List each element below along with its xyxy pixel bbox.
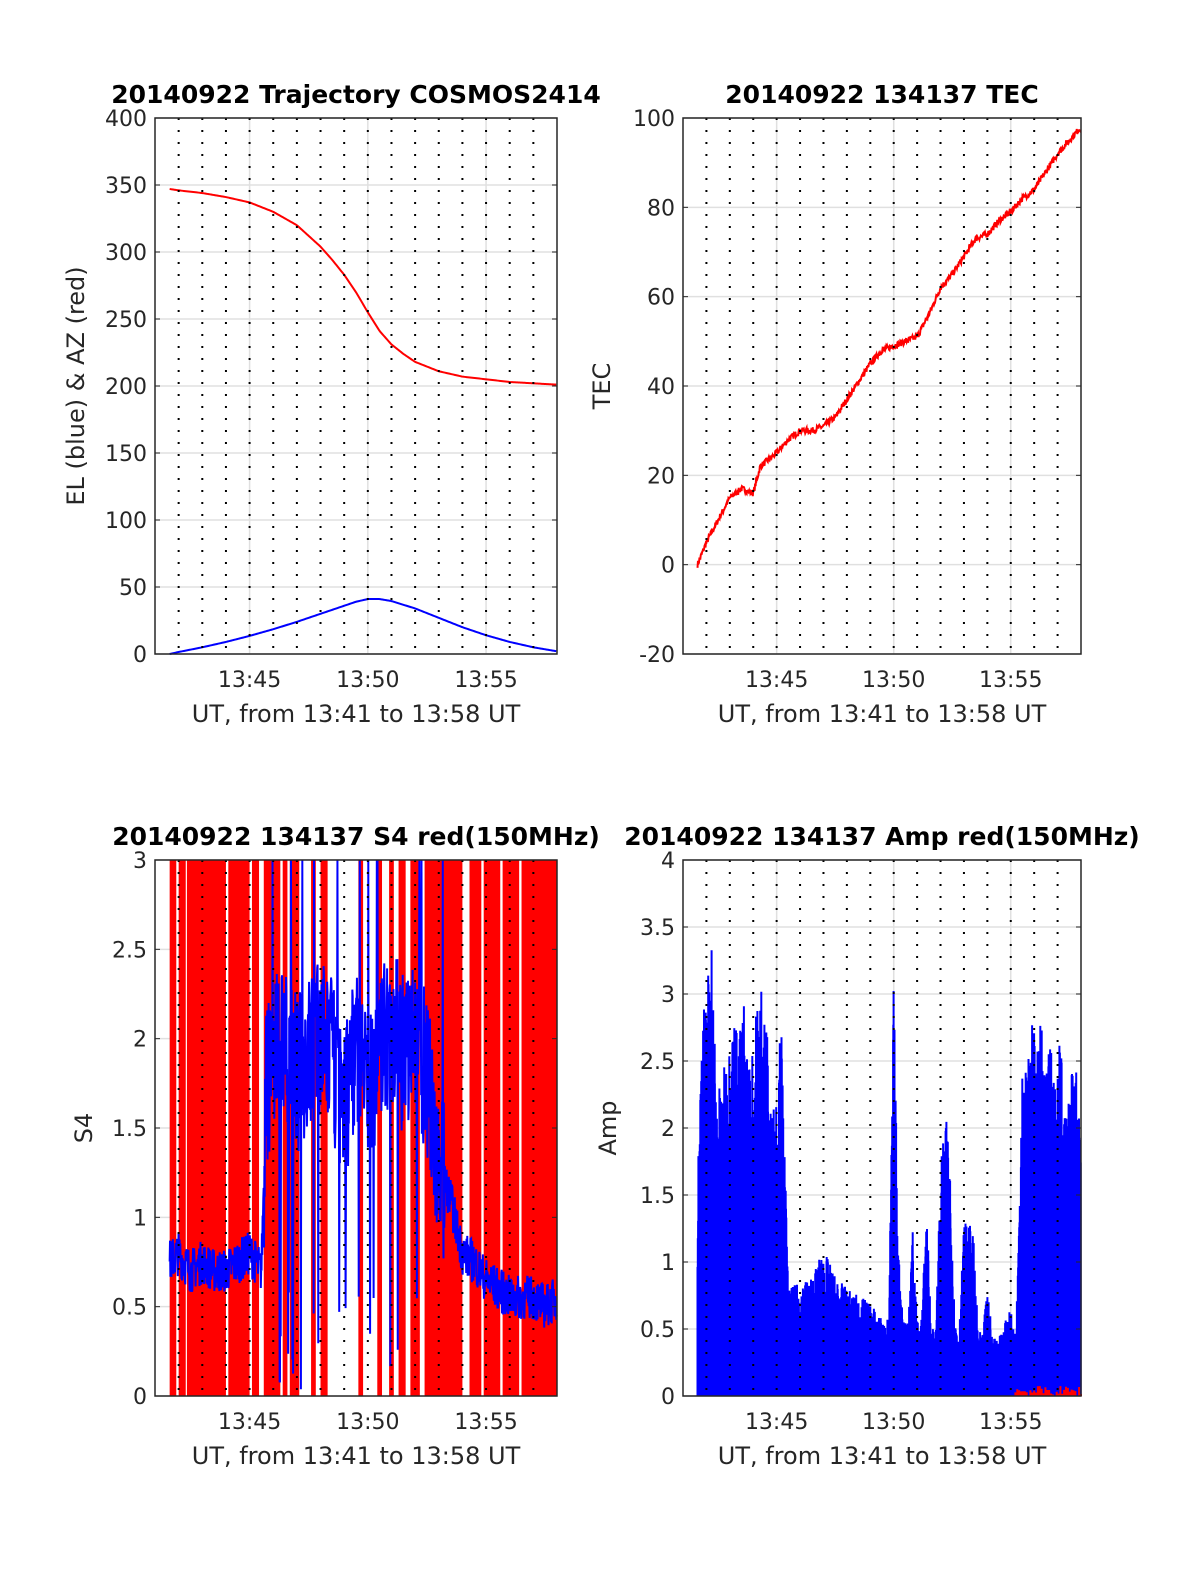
y-tick-label: 100 bbox=[633, 107, 675, 132]
s4-red-gap bbox=[249, 860, 252, 1396]
y-tick-label: 0 bbox=[133, 1385, 147, 1410]
series-line-s4-blue bbox=[168, 859, 558, 1390]
grid bbox=[155, 117, 557, 655]
ticks: 0 0.5 1 1.5 2 2.5 3 3.5 4 13:45 13:50 13:55 bbox=[640, 849, 1081, 1435]
plot-title: 20140922 134137 Amp red(150MHz) bbox=[624, 822, 1140, 851]
s4-red-gap bbox=[225, 860, 229, 1396]
y-tick-label: 0.5 bbox=[640, 1318, 675, 1343]
y-tick-label: 80 bbox=[647, 196, 675, 221]
amp-plot: 20140922 134137 Amp red(150MHz) UT, from… bbox=[594, 822, 1140, 1470]
s4-red-gap bbox=[481, 860, 484, 1396]
y-tick-label: -20 bbox=[639, 643, 675, 668]
x-axis-label: UT, from 13:41 to 13:58 UT bbox=[192, 700, 521, 728]
y-tick-label: 0 bbox=[661, 1385, 675, 1410]
y-tick-label: 2.5 bbox=[112, 938, 147, 963]
y-tick-label: 2 bbox=[661, 1117, 675, 1142]
data-marks bbox=[696, 950, 1082, 1396]
data-marks bbox=[696, 128, 1082, 568]
s4-red-gap bbox=[462, 860, 470, 1396]
x-tick-label: 13:55 bbox=[979, 668, 1042, 693]
x-axis-label: UT, from 13:41 to 13:58 UT bbox=[718, 1442, 1047, 1470]
tec-plot: 20140922 134137 TEC UT, from 13:41 to 13… bbox=[588, 80, 1082, 728]
y-tick-label: 20 bbox=[647, 464, 675, 489]
s4-red-gap bbox=[519, 860, 522, 1396]
y-tick-label: 2 bbox=[133, 1028, 147, 1053]
s4-red-gap bbox=[405, 860, 411, 1396]
y-tick-label: 1 bbox=[661, 1251, 675, 1276]
y-axis-label: Amp bbox=[594, 1100, 622, 1155]
series-line-az bbox=[169, 188, 557, 386]
y-tick-label: 1.5 bbox=[640, 1184, 675, 1209]
s4-red-gap bbox=[393, 860, 399, 1396]
s4-red-gap bbox=[382, 860, 390, 1396]
amp-spikes bbox=[696, 950, 1082, 1396]
s4-red-gap bbox=[185, 860, 187, 1396]
plot-title: 20140922 134137 S4 red(150MHz) bbox=[112, 822, 600, 851]
data-marks bbox=[169, 188, 557, 655]
data-marks bbox=[168, 859, 558, 1396]
y-tick-label: 0 bbox=[661, 554, 675, 579]
x-axis-label: UT, from 13:41 to 13:58 UT bbox=[192, 1442, 521, 1470]
y-tick-label: 3.5 bbox=[640, 916, 675, 941]
y-tick-label: 400 bbox=[105, 107, 147, 132]
y-tick-label: 40 bbox=[647, 375, 675, 400]
y-tick-label: 1.5 bbox=[112, 1117, 147, 1142]
y-tick-label: 300 bbox=[105, 241, 147, 266]
x-tick-label: 13:50 bbox=[336, 668, 399, 693]
y-tick-label: 100 bbox=[105, 509, 147, 534]
y-tick-label: 3 bbox=[133, 849, 147, 874]
x-tick-label: 13:50 bbox=[862, 668, 925, 693]
s4-plot: 20140922 134137 S4 red(150MHz) UT, from … bbox=[70, 822, 600, 1470]
plot-title: 20140922 Trajectory COSMOS2414 bbox=[111, 80, 601, 109]
x-tick-label: 13:55 bbox=[454, 668, 517, 693]
y-tick-label: 350 bbox=[105, 174, 147, 199]
ticks: -20 0 20 40 60 80 100 13:45 13:50 13:55 bbox=[633, 107, 1081, 693]
y-tick-label: 1 bbox=[133, 1206, 147, 1231]
y-tick-label: 200 bbox=[105, 375, 147, 400]
x-tick-label: 13:55 bbox=[979, 1410, 1042, 1435]
y-axis-label: TEC bbox=[588, 363, 616, 411]
s4-red-gap bbox=[259, 860, 264, 1396]
trajectory-plot: 20140922 Trajectory COSMOS2414 UT, from … bbox=[62, 80, 601, 728]
amp-red-spikes bbox=[1014, 1386, 1082, 1396]
s4-red-gap bbox=[176, 860, 179, 1396]
y-tick-label: 60 bbox=[647, 286, 675, 311]
x-tick-label: 13:45 bbox=[218, 668, 281, 693]
s4-red-gap bbox=[500, 860, 503, 1396]
series-line-tec bbox=[696, 128, 1082, 568]
series-line-el bbox=[169, 598, 557, 655]
y-tick-label: 250 bbox=[105, 308, 147, 333]
y-tick-label: 4 bbox=[661, 849, 675, 874]
x-tick-label: 13:50 bbox=[336, 1410, 399, 1435]
y-tick-label: 150 bbox=[105, 442, 147, 467]
y-axis-label: EL (blue) & AZ (red) bbox=[62, 266, 90, 505]
x-tick-label: 13:45 bbox=[218, 1410, 281, 1435]
x-axis-label: UT, from 13:41 to 13:58 UT bbox=[718, 700, 1047, 728]
y-tick-label: 0.5 bbox=[112, 1296, 147, 1321]
y-axis-label: S4 bbox=[70, 1113, 98, 1144]
ticks: 0 0.5 1 1.5 2 2.5 3 13:45 13:50 13:55 bbox=[112, 849, 557, 1435]
ticks: 0 50 100 150 200 250 300 350 400 13:45 13:50 13:55 bbox=[105, 107, 557, 693]
y-tick-label: 0 bbox=[133, 643, 147, 668]
y-tick-label: 2.5 bbox=[640, 1050, 675, 1075]
plot-title: 20140922 134137 TEC bbox=[725, 80, 1038, 109]
y-tick-label: 50 bbox=[119, 576, 147, 601]
x-tick-label: 13:45 bbox=[745, 1410, 808, 1435]
x-tick-label: 13:45 bbox=[745, 668, 808, 693]
x-tick-label: 13:55 bbox=[454, 1410, 517, 1435]
y-tick-label: 3 bbox=[661, 983, 675, 1008]
x-tick-label: 13:50 bbox=[862, 1410, 925, 1435]
